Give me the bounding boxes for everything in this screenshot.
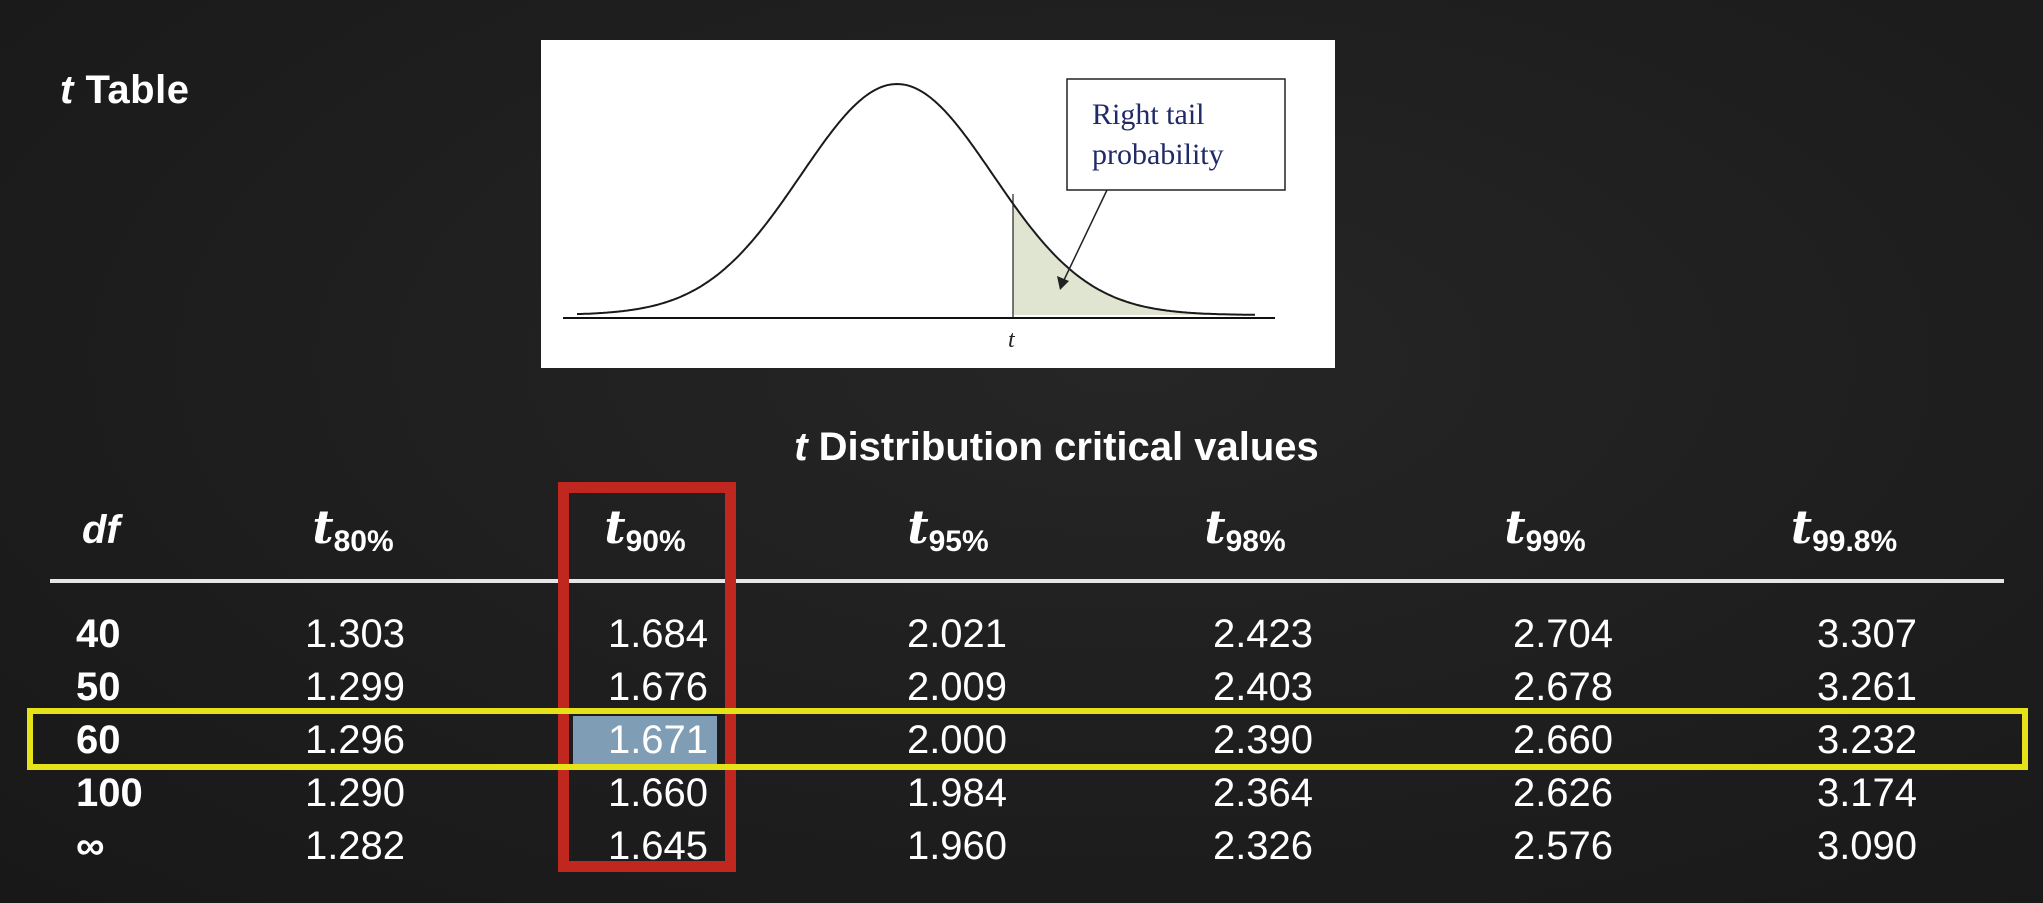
- column-highlight-box: [558, 482, 736, 872]
- table-cell: 1.645: [607, 824, 709, 868]
- table-cell: 1.299: [304, 665, 406, 709]
- column-header-symbol: t: [1504, 500, 1526, 554]
- distribution-curve: [576, 82, 1255, 316]
- table-cell: 1.296: [304, 718, 406, 762]
- callout-arrow-line: [1063, 189, 1108, 281]
- distribution-curve-svg: Right tail probability t: [563, 78, 1286, 353]
- table-cell: 3.090: [1816, 824, 1918, 868]
- column-header-symbol: t: [1790, 500, 1813, 554]
- table-cell: 3.174: [1816, 771, 1918, 815]
- column-header-t99-8: t99.8%: [1791, 500, 1897, 559]
- column-header-subscript: 80%: [333, 525, 394, 558]
- table-cell: 3.307: [1816, 612, 1918, 656]
- column-header-symbol: t: [604, 500, 626, 554]
- table-cell: 1.303: [304, 612, 406, 656]
- table-cell: 1.684: [607, 612, 709, 656]
- highlighted-cell: 1.671: [607, 718, 709, 762]
- column-header-t98: t98%: [1204, 500, 1285, 559]
- column-header-symbol: t: [312, 500, 334, 554]
- table-caption-text: Distribution critical values: [818, 425, 1319, 469]
- callout-line-1: Right tail: [1092, 98, 1205, 131]
- callout-arrowhead: [1057, 276, 1069, 290]
- table-cell: 1.984: [906, 771, 1008, 815]
- table-cell: 2.364: [1212, 771, 1314, 815]
- table-cell: 2.423: [1212, 612, 1314, 656]
- table-cell: 2.704: [1512, 612, 1614, 656]
- column-header-symbol: t: [1204, 500, 1226, 554]
- column-header-subscript: 99.8%: [1812, 525, 1898, 558]
- table-cell: 1.960: [906, 824, 1008, 868]
- callout-box: [1066, 78, 1286, 191]
- slide-title-text: Table: [85, 68, 190, 112]
- table-cell: 1.676: [607, 665, 709, 709]
- column-header-t95: t95%: [907, 500, 988, 559]
- column-header-t99: t99%: [1504, 500, 1585, 559]
- table-cell: 2.326: [1212, 824, 1314, 868]
- column-header-subscript: 90%: [625, 525, 686, 558]
- table-cell: 3.232: [1816, 718, 1918, 762]
- column-header-t80: t80%: [312, 500, 393, 559]
- column-header-df: df: [82, 508, 120, 552]
- table-cell: 2.576: [1512, 824, 1614, 868]
- table-cell: 3.261: [1816, 665, 1918, 709]
- axis-t-label: t: [1008, 327, 1016, 353]
- right-tail-area: [1013, 203, 1255, 315]
- row-df-100: 100: [76, 771, 143, 815]
- column-header-subscript: 98%: [1225, 525, 1286, 558]
- distribution-figure: Right tail probability t: [541, 40, 1335, 368]
- column-header-t90: t90%: [604, 500, 685, 559]
- column-header-subscript: 99%: [1525, 525, 1586, 558]
- row-df-infinity: ∞: [76, 824, 105, 868]
- table-cell: 2.403: [1212, 665, 1314, 709]
- column-header-subscript: 95%: [928, 525, 989, 558]
- row-df-60: 60: [76, 718, 121, 762]
- row-highlight-box: [27, 708, 2028, 770]
- row-df-40: 40: [76, 612, 121, 656]
- slide-title-italic: t: [60, 68, 74, 112]
- table-cell: 2.390: [1212, 718, 1314, 762]
- table-cell: 2.021: [906, 612, 1008, 656]
- table-cell: 2.678: [1512, 665, 1614, 709]
- slide-title: t Table: [60, 68, 189, 113]
- table-cell: 2.000: [906, 718, 1008, 762]
- table-cell: 1.282: [304, 824, 406, 868]
- table-caption-italic: t: [794, 425, 808, 469]
- table-cell: 1.290: [304, 771, 406, 815]
- table-cell: 2.626: [1512, 771, 1614, 815]
- table-cell: 2.009: [906, 665, 1008, 709]
- header-divider: [50, 579, 2004, 583]
- table-cell: 1.660: [607, 771, 709, 815]
- row-df-50: 50: [76, 665, 121, 709]
- highlighted-cell-background: [573, 716, 717, 765]
- table-caption: t Distribution critical values: [0, 425, 2043, 470]
- callout-line-2: probability: [1092, 138, 1224, 171]
- column-header-symbol: t: [907, 500, 929, 554]
- table-cell: 2.660: [1512, 718, 1614, 762]
